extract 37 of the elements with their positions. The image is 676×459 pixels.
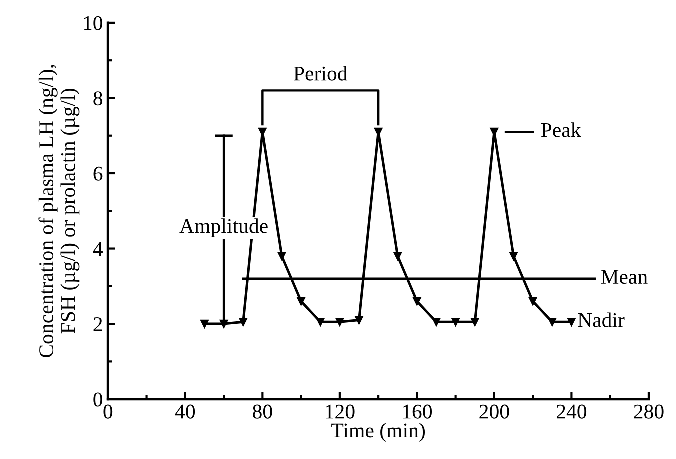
annotation: Amplitude: [180, 218, 268, 238]
annotation: Period: [294, 66, 348, 81]
x-tick-label: 280: [634, 404, 664, 419]
point: [239, 318, 248, 326]
y-tick-label: 6: [94, 166, 103, 181]
ref-line-label: Mean: [601, 270, 648, 284]
x-tick-label: 240: [556, 404, 587, 419]
x-tick-label: 80: [253, 404, 272, 419]
x-tick-label: 200: [480, 404, 510, 419]
point: [452, 318, 460, 326]
x-axis-title: Time (min): [332, 423, 426, 442]
point: [355, 316, 364, 324]
y-tick-label: 8: [94, 92, 103, 106]
point: [336, 318, 344, 326]
annotation: Nadir: [578, 312, 625, 328]
point: [297, 297, 306, 306]
annotation: Peak: [541, 122, 582, 138]
point: [568, 318, 576, 326]
y-tick-label: 4: [93, 242, 103, 256]
point: [200, 320, 209, 328]
point: [470, 318, 480, 326]
point: [413, 297, 422, 306]
point: [432, 318, 441, 326]
y-tick-label: 10: [84, 16, 103, 30]
y-tick-label: 0: [94, 392, 103, 407]
point: [278, 252, 286, 260]
point: [528, 297, 538, 306]
point: [316, 318, 325, 326]
x-tick-label: 0: [104, 404, 113, 419]
x-tick-label: 120: [326, 404, 355, 419]
y-tick-label: 2: [94, 317, 102, 332]
x-tick-label: 160: [403, 404, 432, 419]
point: [394, 252, 402, 260]
y-axis-title: Concentration of plasma LH (ng/l), FSH (µg/l) or prolactin (µg/l): [38, 65, 80, 358]
x-tick-label: 40: [175, 404, 196, 419]
point: [548, 318, 557, 326]
point: [510, 252, 518, 260]
